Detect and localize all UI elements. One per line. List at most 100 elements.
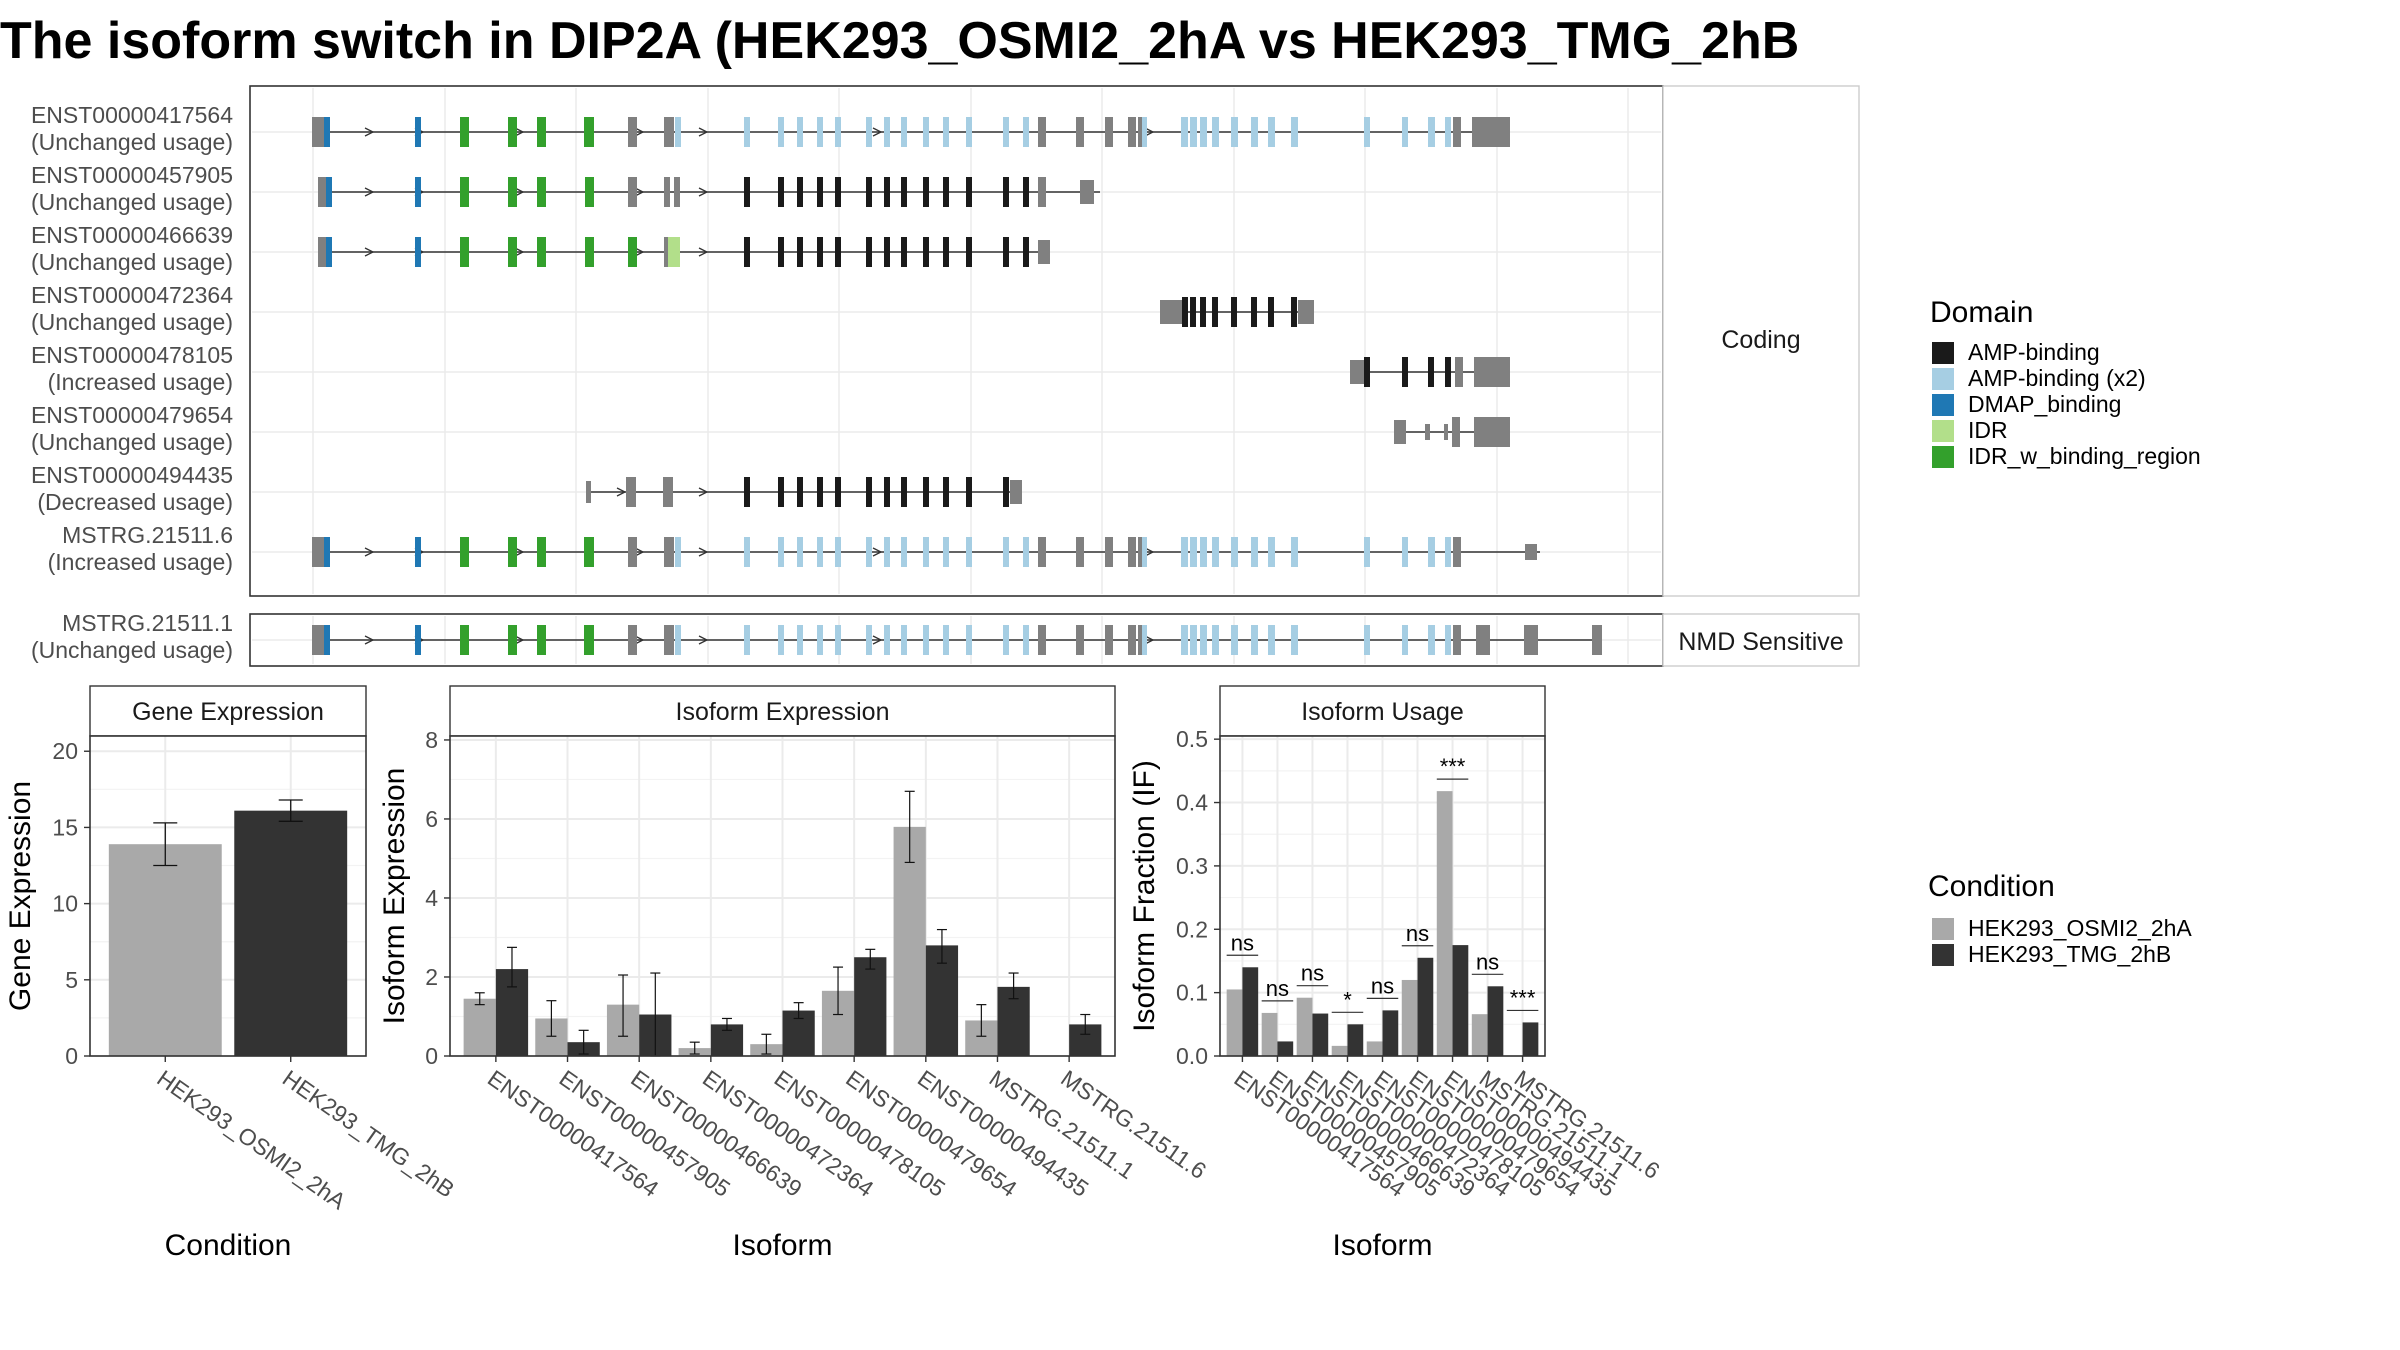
exon: [1023, 117, 1029, 147]
transcript-id-label: ENST00000472364: [31, 282, 233, 308]
strand-arrow: [616, 487, 627, 497]
exon: [835, 177, 841, 207]
coding-panel-box: [249, 85, 1664, 597]
strand-arrow: [514, 635, 525, 645]
exon: [901, 237, 907, 267]
exon: [1003, 477, 1009, 507]
exon: [943, 177, 949, 207]
exon: [866, 537, 872, 567]
y-axis-title: Gene Expression: [4, 781, 37, 1011]
exon: [415, 625, 421, 655]
exon: [1190, 117, 1197, 147]
chart-title: Isoform Expression: [676, 698, 890, 726]
exon: [1200, 297, 1206, 327]
exon: [884, 537, 890, 567]
exon: [943, 537, 949, 567]
exon: [664, 117, 674, 147]
domain-legend-label: AMP-binding: [1968, 339, 2100, 365]
bar: [893, 826, 926, 1056]
exon: [1445, 117, 1451, 147]
exon: [1350, 360, 1364, 384]
exon: [1010, 480, 1022, 504]
bar: [1296, 997, 1313, 1056]
strand-arrow: [1144, 635, 1155, 645]
exon: [415, 537, 421, 567]
condition-legend-label: HEK293_TMG_2hB: [1968, 941, 2171, 967]
exon: [866, 625, 872, 655]
bar: [1401, 979, 1418, 1056]
x-axis-title: Isoform: [732, 1229, 832, 1262]
strand-arrow: [514, 187, 525, 197]
exon: [674, 237, 680, 267]
exon: [943, 625, 949, 655]
exon: [460, 177, 469, 207]
exon: [901, 477, 907, 507]
strand-arrow: [872, 127, 883, 137]
exon: [312, 537, 324, 567]
exon: [1251, 537, 1258, 567]
exon: [901, 177, 907, 207]
strand-arrow: [634, 635, 645, 645]
strand-arrow: [514, 127, 525, 137]
exon: [664, 237, 670, 267]
exon: [817, 625, 823, 655]
y-tick-label: 8: [425, 727, 438, 753]
exon: [1182, 297, 1188, 327]
exon: [675, 117, 681, 147]
transcript-usage-label: (Decreased usage): [37, 489, 233, 515]
exon: [508, 625, 517, 655]
y-tick-label: 4: [425, 885, 438, 911]
exon: [1402, 117, 1408, 147]
domain-legend-label: IDR_w_binding_region: [1968, 443, 2201, 469]
bar: [1452, 945, 1469, 1056]
exon: [664, 625, 674, 655]
exon: [817, 117, 823, 147]
exon: [326, 237, 332, 267]
exon: [835, 537, 841, 567]
bar: [1312, 1013, 1329, 1056]
exon: [460, 625, 469, 655]
exon: [1364, 537, 1370, 567]
exon: [1023, 237, 1029, 267]
exon: [664, 537, 674, 567]
y-tick-label: 2: [425, 964, 438, 990]
condition-legend-label: HEK293_OSMI2_2hA: [1968, 915, 2192, 941]
exon: [1212, 117, 1219, 147]
y-tick-label: 10: [52, 891, 78, 917]
exon: [324, 117, 330, 147]
exon: [668, 237, 674, 267]
exon: [1402, 625, 1408, 655]
exon: [778, 537, 784, 567]
exon: [1268, 537, 1275, 567]
exon: [1212, 625, 1219, 655]
exon: [1474, 417, 1510, 447]
exon: [584, 537, 593, 567]
chart-frame: [89, 735, 367, 1057]
chart-title: Gene Expression: [132, 698, 324, 726]
exon: [1128, 117, 1136, 147]
exon: [626, 477, 636, 507]
exon: [1364, 117, 1370, 147]
exon: [1142, 537, 1147, 567]
significance-label: ns: [1476, 949, 1499, 974]
exon: [1251, 625, 1258, 655]
exon: [901, 537, 907, 567]
exon: [628, 117, 637, 147]
exon: [663, 477, 673, 507]
transcript-usage-label: (Unchanged usage): [31, 429, 233, 455]
exon: [866, 237, 872, 267]
exon: [744, 625, 750, 655]
plot-title: The isoform switch in DIP2A (HEK293_OSMI…: [0, 12, 1799, 70]
nmd-strip: [1662, 613, 1860, 667]
significance-label: ***: [1440, 754, 1466, 779]
transcript-id-label: MSTRG.21511.6: [62, 522, 233, 548]
exon: [1023, 625, 1029, 655]
exon: [1476, 625, 1490, 655]
exon: [1038, 240, 1050, 264]
strand-arrow: [364, 127, 375, 137]
bar: [234, 810, 348, 1056]
domain-legend-label: AMP-binding (x2): [1968, 365, 2146, 391]
expression-charts: Gene Expression05101520HEK293_OSMI2_2hAH…: [4, 685, 1665, 1262]
y-tick-label: 0.4: [1176, 790, 1208, 816]
